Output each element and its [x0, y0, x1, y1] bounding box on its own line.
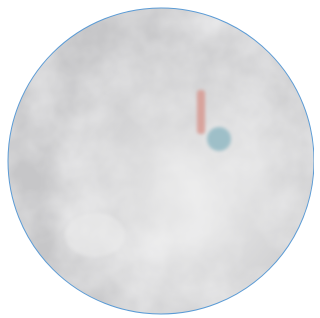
red-marker: [197, 90, 205, 134]
cloud-highlight: [65, 213, 125, 257]
cloud-highlight: [0, 0, 314, 318]
playfield: [0, 0, 314, 318]
blue-token: [207, 127, 231, 151]
game-view: [0, 0, 314, 318]
